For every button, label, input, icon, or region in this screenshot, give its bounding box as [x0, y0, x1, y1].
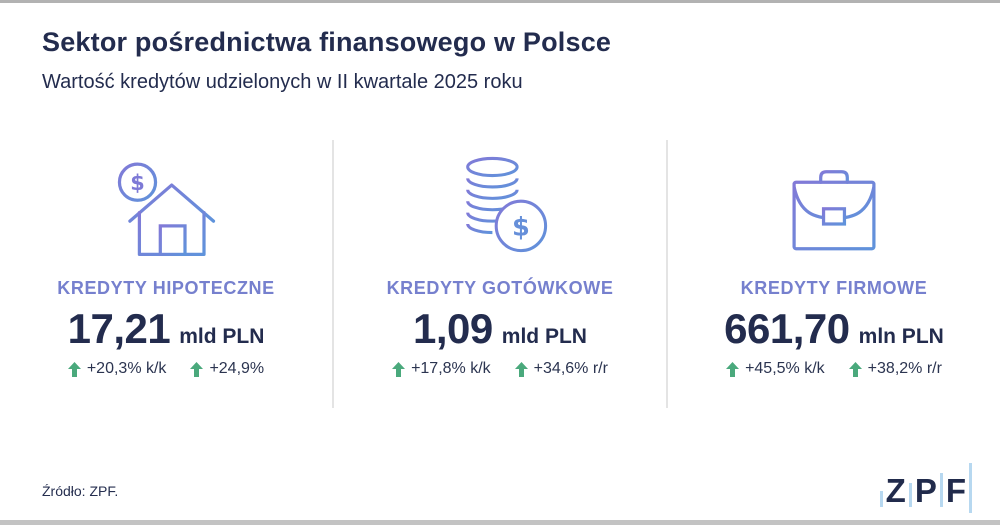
logo-letter-p: P — [914, 472, 937, 509]
up-arrow-icon — [514, 361, 528, 377]
delta-qoq: +20,3% k/k — [67, 360, 167, 378]
delta-yoy: +24,9% — [190, 360, 264, 378]
delta-qoq-text: +20,3% k/k — [86, 360, 167, 377]
delta-qoq: +45,5% k/k — [726, 360, 825, 378]
zpf-logo: Z P F — [879, 457, 972, 513]
logo-bar — [969, 463, 972, 513]
logo-letter-f: F — [945, 472, 966, 509]
delta-qoq: +17,8% k/k — [392, 360, 491, 378]
up-arrow-icon — [190, 361, 204, 377]
logo-bar — [908, 483, 912, 507]
bottom-border — [0, 520, 1000, 525]
metric-value-unit: mld PLN — [501, 325, 587, 348]
metric-value-number: 1,09 — [413, 305, 493, 352]
source-note: Źródło: ZPF. — [42, 483, 119, 499]
metric-value: 661,70 mln PLN — [724, 308, 944, 350]
metric-value: 1,09 mld PLN — [413, 308, 587, 350]
page-title: Sektor pośrednictwa finansowego w Polsce — [42, 27, 612, 57]
page-subtitle: Wartość kredytów udzielonych w II kwarta… — [42, 71, 523, 93]
header: Sektor pośrednictwa finansowego w Polsce… — [42, 27, 611, 94]
svg-text:$: $ — [512, 212, 530, 242]
metric-label: KREDYTY HIPOTECZNE — [57, 278, 275, 298]
metric-mortgage-loans: $ KREDYTY HIPOTECZNE 17,21 mld PLN +20,3… — [0, 140, 332, 408]
metric-value-unit: mld PLN — [179, 325, 265, 348]
delta-yoy: +34,6% r/r — [514, 360, 608, 378]
metric-deltas: +45,5% k/k +38,2% r/r — [726, 360, 942, 378]
metric-value-number: 661,70 — [724, 305, 850, 352]
metric-deltas: +20,3% k/k +24,9% — [67, 360, 264, 378]
metric-value-unit: mln PLN — [858, 325, 944, 348]
metric-label: KREDYTY FIRMOWE — [740, 278, 928, 298]
up-arrow-icon — [848, 361, 862, 377]
delta-yoy-text: +24,9% — [209, 360, 265, 377]
top-border — [0, 0, 1000, 3]
metric-value: 17,21 mld PLN — [68, 308, 265, 350]
up-arrow-icon — [392, 361, 406, 377]
briefcase-icon — [777, 144, 891, 266]
metric-value-number: 17,21 — [67, 305, 171, 352]
metric-cash-loans: $ KREDYTY GOTÓWKOWE 1,09 mld PLN +17,8% … — [332, 140, 666, 408]
logo-bar — [939, 473, 943, 507]
delta-yoy: +38,2% r/r — [848, 360, 942, 378]
delta-qoq-text: +17,8% k/k — [411, 360, 491, 377]
metric-deltas: +17,8% k/k +34,6% r/r — [392, 360, 608, 378]
delta-yoy-text: +38,2% r/r — [867, 360, 942, 377]
delta-yoy-text: +34,6% r/r — [533, 360, 608, 377]
logo-bar — [879, 491, 883, 507]
metric-label: KREDYTY GOTÓWKOWE — [386, 278, 614, 298]
up-arrow-icon — [67, 361, 81, 377]
coins-dollar-icon: $ — [443, 144, 557, 266]
metric-business-loans: KREDYTY FIRMOWE 661,70 mln PLN +45,5% k/… — [666, 140, 1000, 408]
delta-qoq-text: +45,5% k/k — [745, 360, 825, 377]
house-dollar-icon: $ — [109, 144, 223, 266]
up-arrow-icon — [726, 361, 740, 377]
metrics-row: $ KREDYTY HIPOTECZNE 17,21 mld PLN +20,3… — [0, 140, 1000, 408]
logo-letter-z: Z — [885, 472, 906, 509]
svg-text:$: $ — [130, 171, 145, 195]
